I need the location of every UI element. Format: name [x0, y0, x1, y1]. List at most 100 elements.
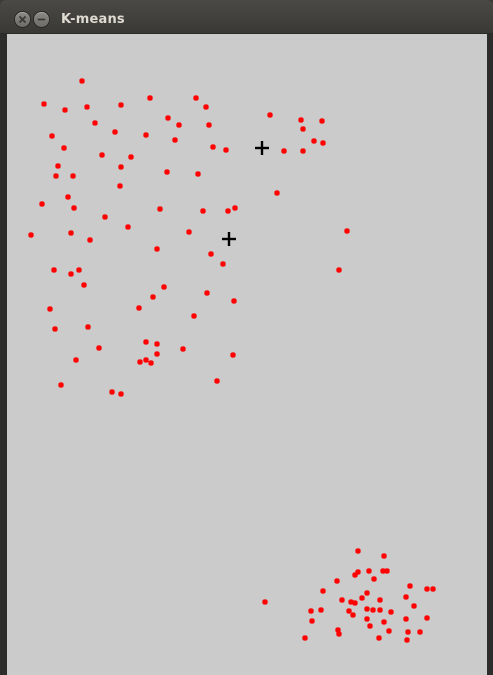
data-point [143, 339, 149, 345]
data-point [208, 251, 214, 257]
data-point [386, 628, 392, 634]
data-point [381, 553, 387, 559]
data-point [180, 346, 186, 352]
data-point [274, 190, 280, 196]
data-point [154, 341, 160, 347]
data-point [164, 169, 170, 175]
data-point [367, 623, 373, 629]
data-point [172, 137, 178, 143]
data-point [58, 382, 64, 388]
data-point [200, 208, 206, 214]
data-point [28, 232, 34, 238]
minimize-icon [37, 18, 46, 21]
data-point [191, 313, 197, 319]
data-point [137, 359, 143, 365]
data-point [118, 164, 124, 170]
data-point [214, 378, 220, 384]
data-point [204, 290, 210, 296]
data-point [53, 173, 59, 179]
data-point [377, 607, 383, 613]
data-point [68, 230, 74, 236]
data-point [87, 237, 93, 243]
data-point [81, 282, 87, 288]
data-point [76, 267, 82, 273]
data-point [220, 261, 226, 267]
data-point [407, 583, 413, 589]
data-point [405, 629, 411, 635]
data-point [147, 95, 153, 101]
centroid-marker [255, 141, 269, 155]
data-point [47, 306, 53, 312]
data-point [311, 138, 317, 144]
data-point [223, 147, 229, 153]
data-points [28, 78, 436, 643]
data-point [267, 112, 273, 118]
data-point [319, 118, 325, 124]
data-point [195, 171, 201, 177]
data-point [79, 78, 85, 84]
data-point [376, 635, 382, 641]
data-point [352, 600, 358, 606]
data-point [150, 294, 156, 300]
data-point [193, 95, 199, 101]
data-point [364, 606, 370, 612]
window-border-left [0, 34, 7, 675]
data-point [346, 608, 352, 614]
data-point [143, 132, 149, 138]
data-point [230, 352, 236, 358]
data-point [154, 246, 160, 252]
data-point [404, 637, 410, 643]
data-point [41, 101, 47, 107]
data-point [403, 616, 409, 622]
data-point [148, 360, 154, 366]
data-point [112, 129, 118, 135]
data-point [381, 619, 387, 625]
data-point [225, 208, 231, 214]
data-point [302, 635, 308, 641]
data-point [128, 154, 134, 160]
data-point [281, 148, 287, 154]
data-point [143, 357, 149, 363]
data-point [161, 284, 167, 290]
data-point [165, 115, 171, 121]
data-point [298, 117, 304, 123]
data-point [51, 267, 57, 273]
data-point [370, 607, 376, 613]
data-point [55, 163, 61, 169]
data-point [118, 391, 124, 397]
data-point [371, 576, 377, 582]
scatter-plot [28, 78, 436, 643]
data-point [62, 107, 68, 113]
data-point [49, 133, 55, 139]
data-point [52, 326, 58, 332]
data-point [366, 568, 372, 574]
data-point [364, 616, 370, 622]
close-icon [19, 16, 26, 23]
data-point [203, 104, 209, 110]
data-point [102, 214, 108, 220]
title-bar[interactable]: K-means [0, 0, 493, 34]
data-point [186, 229, 192, 235]
plot-canvas[interactable] [7, 34, 487, 675]
data-point [231, 298, 237, 304]
window-title: K-means [61, 12, 125, 27]
data-point [71, 205, 77, 211]
data-point [424, 615, 430, 621]
data-point [136, 305, 142, 311]
data-point [118, 102, 124, 108]
data-point [300, 148, 306, 154]
data-point [403, 594, 409, 600]
data-point [206, 122, 212, 128]
close-button[interactable] [15, 12, 30, 27]
data-point [68, 271, 74, 277]
data-point [73, 357, 79, 363]
data-point [364, 590, 370, 596]
window-border-right [487, 34, 493, 675]
data-point [84, 104, 90, 110]
minimize-button[interactable] [34, 12, 49, 27]
data-point [210, 144, 216, 150]
data-point [339, 597, 345, 603]
data-point [117, 183, 123, 189]
data-point [430, 586, 436, 592]
